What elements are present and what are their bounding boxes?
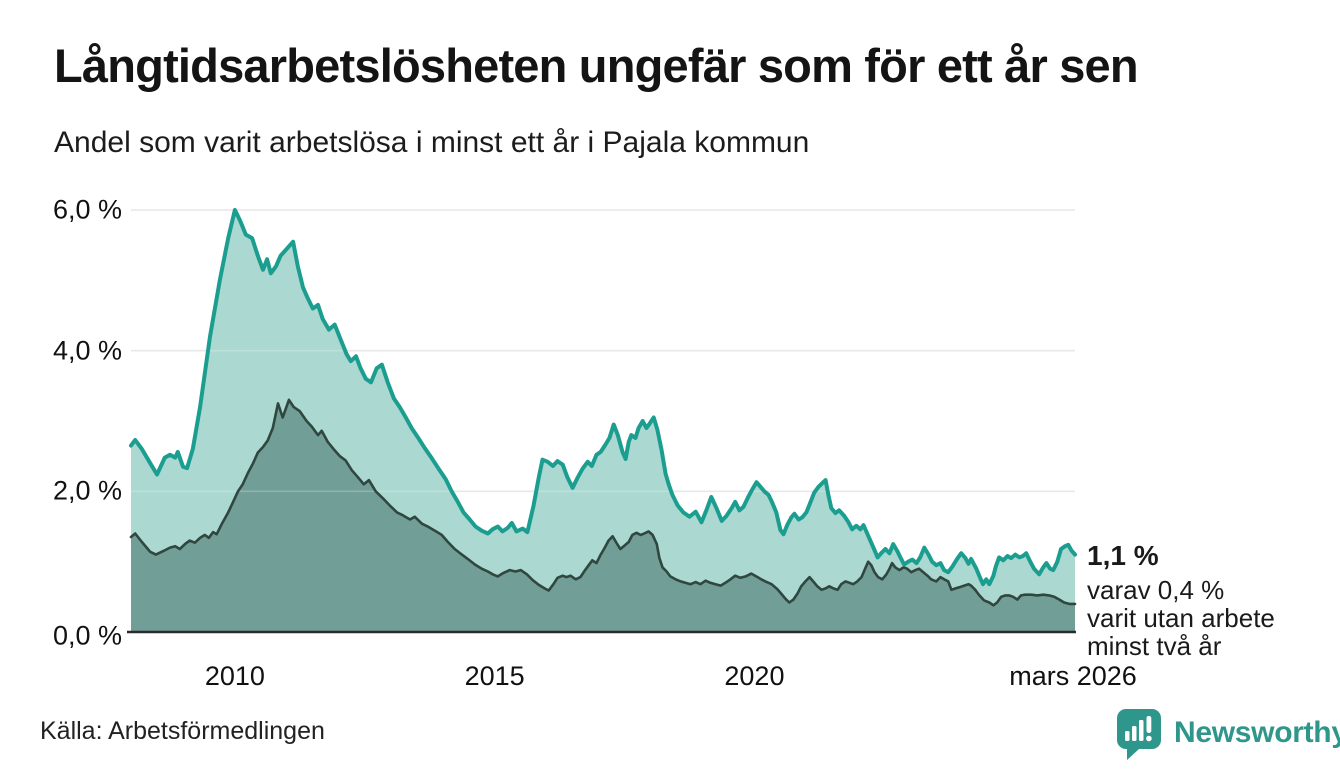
line-minst-tva-ar xyxy=(129,398,1077,607)
source-note: Källa: Arbetsförmedlingen xyxy=(40,717,325,745)
y-axis-tick-label: 4,0 % xyxy=(52,335,122,366)
latest-value-label: 1,1 % xyxy=(1087,540,1159,571)
y-axis-tick-label: 6,0 % xyxy=(52,194,122,225)
chart-subtitle: Andel som varit arbetslösa i minst ett å… xyxy=(54,126,810,159)
x-axis-tick-label: 2020 xyxy=(724,661,785,691)
annotation-line-varav: varav 0,4 % xyxy=(1087,575,1225,605)
y-axis-tick-label: 0,0 % xyxy=(52,620,122,651)
annotation-line-utan-arbete: varit utan arbete xyxy=(1087,603,1275,633)
latest-value-annotation: 1,1 % varav 0,4 % varit utan arbete mins… xyxy=(1087,540,1275,660)
brand-name: Newsworthy xyxy=(1174,716,1340,749)
y-axis-tick-label: 2,0 % xyxy=(52,475,122,506)
x-axis-tick-label: 2015 xyxy=(464,661,525,691)
annotation-line-minst-tva-ar: minst två år xyxy=(1087,631,1222,661)
page-title: Långtidsarbetslösheten ungefär som för e… xyxy=(54,39,1139,92)
x-axis-tick-label: 2010 xyxy=(204,661,265,691)
line-minst-ett-ar xyxy=(129,208,1077,587)
newsworthy-speech-bubble-bar-chart-icon xyxy=(1117,709,1161,760)
brand-logo: Newsworthy xyxy=(1116,708,1340,760)
area-minst-tva-ar xyxy=(131,399,1075,632)
x-axis-tick-label: mars 2026 xyxy=(1009,661,1137,691)
